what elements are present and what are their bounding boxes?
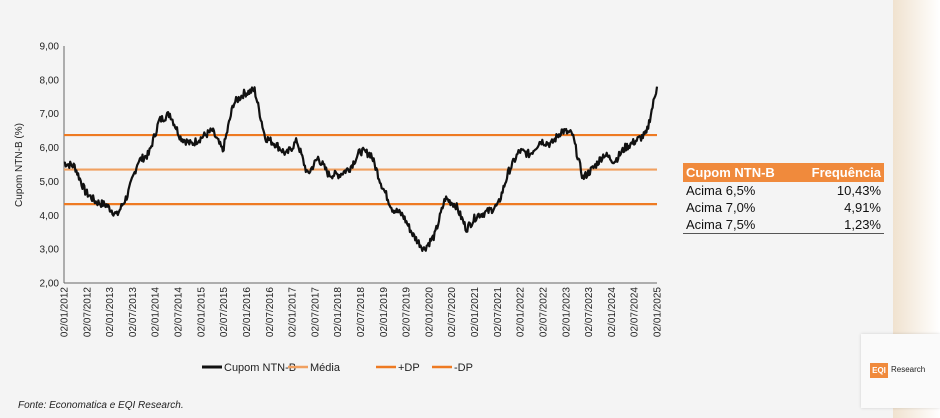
series-line-cupom-ntn-b (63, 86, 659, 252)
y-tick-label: 3,00 (40, 245, 60, 256)
legend-label: Cupom NTN-B (224, 362, 296, 374)
x-tick-label: 02/07/2018 (356, 287, 367, 337)
legend-label: -DP (454, 362, 473, 374)
table-header-row: Cupom NTN-B Frequência (683, 163, 884, 182)
x-tick-label: 02/07/2019 (402, 287, 413, 337)
y-tick-label: 5,00 (40, 177, 60, 188)
x-tick-label: 02/01/2022 (516, 287, 527, 337)
y-tick-label: 8,00 (40, 75, 60, 86)
x-tick-label: 02/07/2012 (82, 287, 93, 337)
x-tick-label: 02/01/2014 (151, 287, 162, 337)
x-axis-labels: 02/01/2012 02/07/2012 02/01/2013 02/07/2013… (60, 287, 664, 337)
table-cell-value: 4,91% (844, 200, 881, 215)
table-cell-value: 10,43% (836, 183, 881, 198)
x-tick-label: 02/01/2019 (379, 287, 390, 337)
x-tick-label: 02/01/2021 (470, 287, 481, 337)
x-tick-label: 02/07/2017 (310, 287, 321, 337)
x-tick-label: 02/01/2024 (607, 287, 618, 337)
line-chart: 2,00 3,00 4,00 5,00 6,00 7,00 8,00 9,00 02/01/2… (14, 42, 664, 375)
y-tick-label: 9,00 (40, 42, 60, 53)
table-cell-label: Acima 7,0% (686, 200, 756, 215)
x-tick-label: 02/01/2013 (105, 287, 116, 337)
y-tick-label: 2,00 (40, 279, 60, 290)
y-axis-title: Cupom NTN-B (%) (14, 123, 25, 207)
x-tick-label: 02/07/2016 (265, 287, 276, 337)
legend-label: Média (310, 362, 341, 374)
table-header-label: Cupom NTN-B (683, 163, 795, 182)
source-note: Fonte: Economatica e EQI Research. (18, 400, 184, 411)
x-tick-label: 02/07/2023 (584, 287, 595, 337)
x-tick-label: 02/01/2018 (333, 287, 344, 337)
y-tick-label: 4,00 (40, 211, 60, 222)
y-axis-labels: 2,00 3,00 4,00 5,00 6,00 7,00 8,00 9,00 (40, 42, 60, 290)
y-tick-label: 7,00 (40, 109, 60, 120)
x-tick-label: 02/07/2022 (538, 287, 549, 337)
x-tick-label: 02/07/2015 (219, 287, 230, 337)
slide-background (0, 0, 893, 418)
legend: Cupom NTN-B Média +DP -DP (202, 362, 473, 374)
x-tick-label: 02/07/2020 (447, 287, 458, 337)
x-tick-label: 02/01/2020 (424, 287, 435, 337)
x-tick-label: 02/01/2023 (561, 287, 572, 337)
logo-card: EQI Research (861, 334, 940, 408)
table-row: Acima 7,5% 1,23% (683, 216, 884, 234)
logo-mark: EQI (870, 363, 888, 378)
logo-text: Research (891, 365, 926, 374)
legend-label: +DP (398, 362, 420, 374)
x-tick-label: 02/07/2013 (128, 287, 139, 337)
table-cell-value: 1,23% (794, 216, 884, 234)
table-cell-label: Acima 7,5% (683, 216, 795, 234)
table-row: Acima 7,0% 4,91% (683, 199, 884, 216)
frequency-table: Cupom NTN-B Frequência Acima 6,5% 10,43%… (683, 163, 884, 234)
x-tick-label: 02/01/2012 (60, 287, 71, 337)
x-tick-label: 02/07/2014 (174, 287, 185, 337)
table-row: Acima 6,5% 10,43% (683, 182, 884, 199)
x-tick-label: 02/01/2016 (242, 287, 253, 337)
x-tick-label: 02/07/2021 (493, 287, 504, 337)
x-tick-label: 02/01/2015 (196, 287, 207, 337)
x-tick-label: 02/07/2024 (630, 287, 641, 337)
x-tick-label: 02/01/2025 (653, 287, 664, 337)
y-tick-label: 6,00 (40, 143, 60, 154)
x-tick-label: 02/01/2017 (288, 287, 299, 337)
table-header-frequency: Frequência (794, 163, 884, 182)
table-cell-label: Acima 6,5% (686, 183, 756, 198)
